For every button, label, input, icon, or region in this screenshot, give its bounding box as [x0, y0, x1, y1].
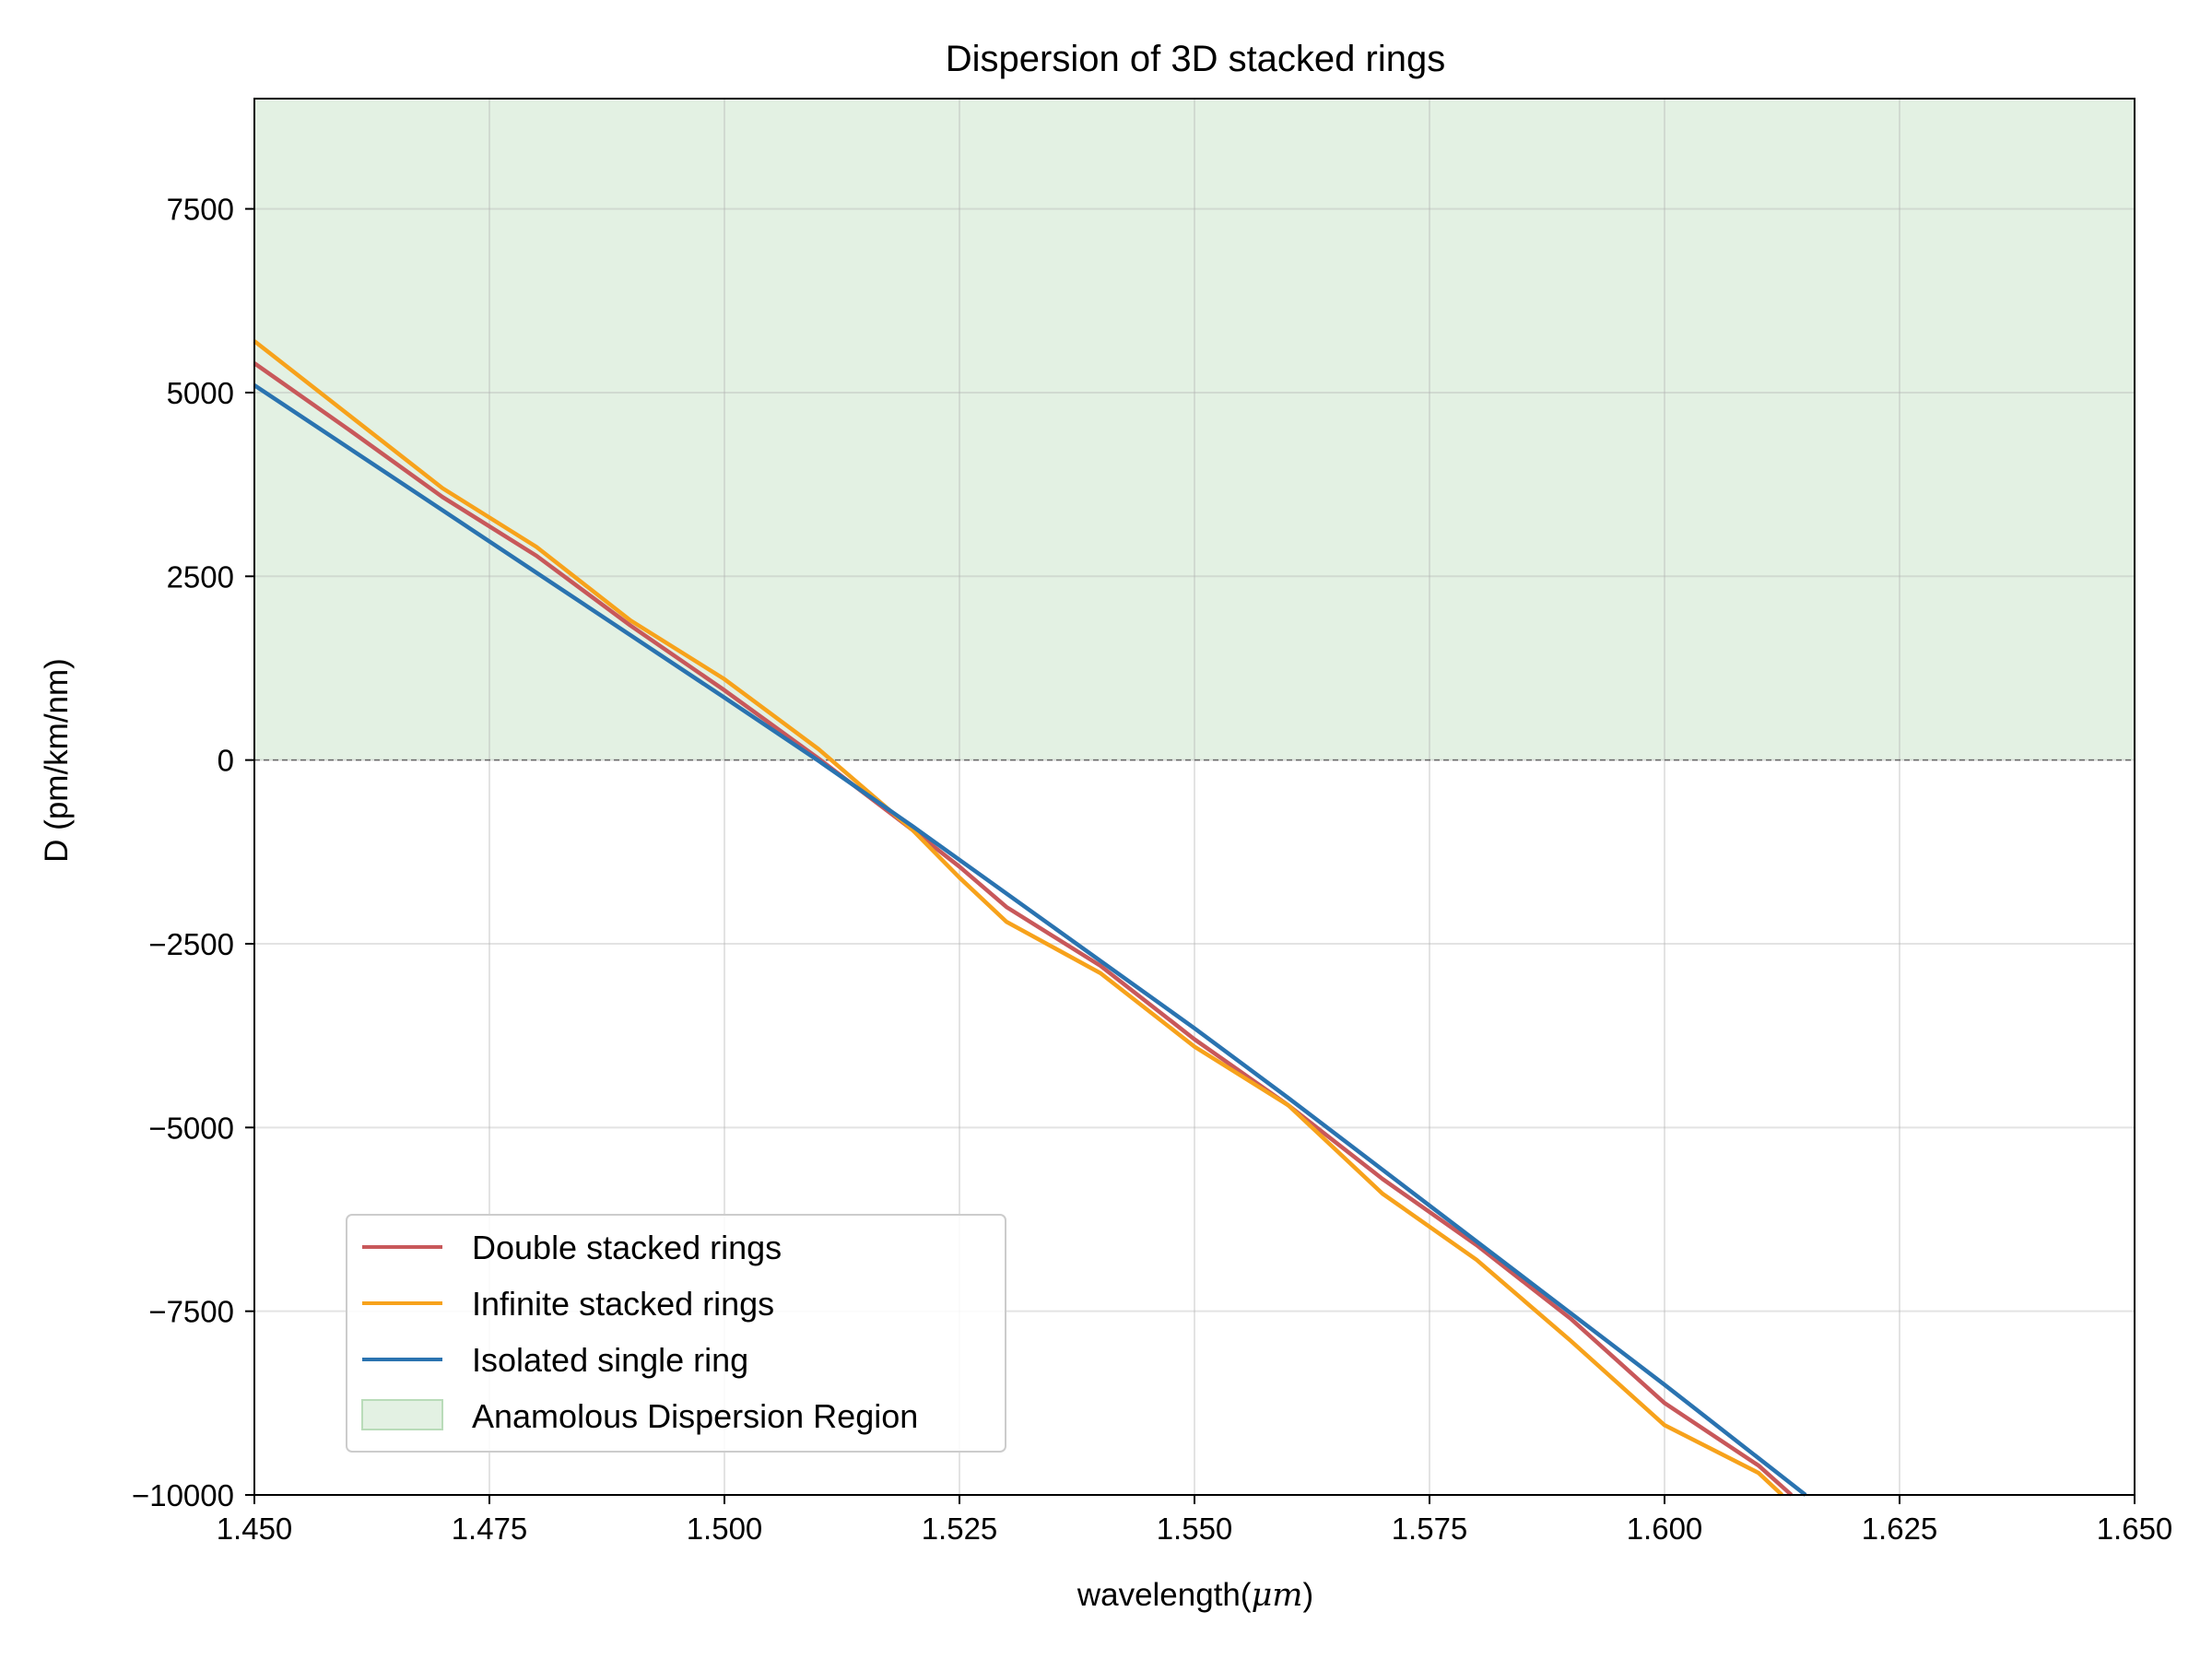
legend-label-infinite: Infinite stacked rings	[472, 1285, 774, 1323]
y-tick-label: 0	[218, 744, 234, 778]
legend-box	[346, 1214, 1006, 1453]
y-tick-label: 2500	[167, 559, 234, 594]
x-tick-label: 1.450	[217, 1512, 293, 1546]
legend-label-double: Double stacked rings	[472, 1229, 782, 1266]
x-axis-label: wavelength(μm)	[1077, 1577, 1313, 1614]
y-tick-label: 7500	[167, 193, 234, 227]
y-tick-label: −7500	[148, 1295, 234, 1329]
series-line-1	[253, 339, 1784, 1497]
chart-title: Dispersion of 3D stacked rings	[946, 39, 1445, 79]
legend-swatch-anomalous	[361, 1399, 443, 1430]
series-line-2	[253, 383, 1807, 1497]
x-tick-label: 1.625	[1862, 1512, 1938, 1546]
x-tick-label: 1.550	[1157, 1512, 1233, 1546]
y-tick-label: 5000	[167, 376, 234, 410]
series-line-0	[253, 361, 1794, 1497]
legend: Double stacked rings Infinite stacked ri…	[346, 1214, 1006, 1453]
x-tick-label: 1.500	[687, 1512, 763, 1546]
y-tick-label: −10000	[132, 1478, 234, 1512]
x-tick-label: 1.650	[2097, 1512, 2173, 1546]
legend-label-isolated: Isolated single ring	[472, 1341, 748, 1379]
x-tick-label: 1.575	[1392, 1512, 1468, 1546]
y-tick-label: −2500	[148, 927, 234, 961]
x-axis: 1.450 1.475 1.500 1.525 1.550 1.575 1.600 1.625…	[217, 1495, 2173, 1546]
x-tick-label: 1.600	[1627, 1512, 1703, 1546]
legend-label-anomalous: Anamolous Dispersion Region	[472, 1397, 918, 1435]
x-tick-label: 1.525	[922, 1512, 998, 1546]
y-tick-label: −5000	[148, 1111, 234, 1145]
y-axis: −10000 −7500 −5000 −2500 0 2500 5000 7500	[132, 193, 254, 1512]
series-group	[253, 339, 1807, 1497]
y-axis-label: D (pm/km/nm)	[39, 658, 75, 863]
anomalous-dispersion-region	[254, 99, 2135, 760]
x-tick-label: 1.475	[452, 1512, 528, 1546]
